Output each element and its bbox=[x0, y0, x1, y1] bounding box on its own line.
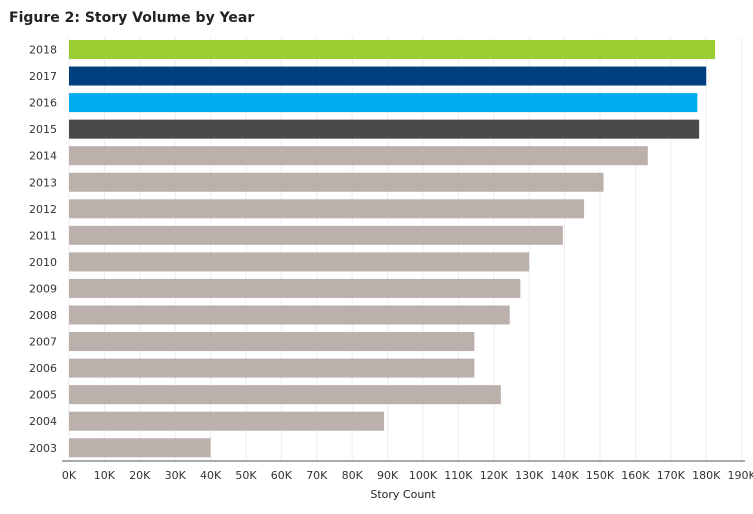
x-tick-label: 160K bbox=[621, 469, 650, 482]
bar-2008 bbox=[69, 305, 510, 325]
x-tick-label: 50K bbox=[235, 469, 257, 482]
x-tick-label: 100K bbox=[409, 469, 438, 482]
category-label: 2008 bbox=[29, 309, 57, 322]
category-label: 2009 bbox=[29, 282, 57, 295]
category-label: 2015 bbox=[29, 123, 57, 136]
x-tick-label: 70K bbox=[306, 469, 328, 482]
chart-title: Figure 2: Story Volume by Year bbox=[9, 10, 255, 26]
category-label: 2007 bbox=[29, 336, 57, 349]
category-label: 2003 bbox=[29, 442, 57, 455]
category-label: 2018 bbox=[29, 44, 57, 57]
category-label: 2012 bbox=[29, 203, 57, 216]
category-labels: 2018 2017 2016 2015 2014 2013 2012 2011 2010 2009… bbox=[29, 44, 57, 455]
x-tick-label: 20K bbox=[129, 469, 151, 482]
bar-2015 bbox=[69, 119, 700, 139]
bar-2004 bbox=[69, 411, 385, 431]
category-label: 2004 bbox=[29, 415, 57, 428]
x-tick-label: 90K bbox=[377, 469, 399, 482]
x-tick-label: 110K bbox=[444, 469, 473, 482]
bar-2010 bbox=[69, 252, 530, 272]
x-tick-label: 130K bbox=[515, 469, 544, 482]
category-label: 2016 bbox=[29, 97, 57, 110]
x-tick-labels: 0K 10K 20K 30K 40K 50K 60K 70K 80K 90K 100K 110K 120… bbox=[62, 469, 753, 482]
bars bbox=[69, 40, 716, 458]
bar-2012 bbox=[69, 199, 585, 219]
x-tick-label: 0K bbox=[62, 469, 77, 482]
bar-2014 bbox=[69, 146, 648, 166]
x-tick-label: 10K bbox=[94, 469, 116, 482]
x-tick-label: 80K bbox=[342, 469, 364, 482]
bar-2018 bbox=[69, 40, 716, 59]
bar-2016 bbox=[69, 93, 698, 113]
category-label: 2017 bbox=[29, 70, 57, 83]
bar-2007 bbox=[69, 332, 475, 352]
bar-2017 bbox=[69, 66, 707, 86]
x-tick-label: 140K bbox=[550, 469, 579, 482]
bar-2011 bbox=[69, 225, 563, 245]
x-tick-label: 60K bbox=[271, 469, 293, 482]
category-label: 2014 bbox=[29, 150, 57, 163]
category-label: 2011 bbox=[29, 229, 57, 242]
x-axis-title: Story Count bbox=[370, 488, 436, 501]
x-tick-label: 190K bbox=[727, 469, 753, 482]
bar-2013 bbox=[69, 172, 604, 192]
x-tick-label: 30K bbox=[165, 469, 187, 482]
category-label: 2005 bbox=[29, 389, 57, 402]
category-label: 2010 bbox=[29, 256, 57, 269]
bar-2006 bbox=[69, 358, 475, 378]
category-label: 2006 bbox=[29, 362, 57, 375]
x-tick-label: 180K bbox=[692, 469, 721, 482]
x-tick-label: 40K bbox=[200, 469, 222, 482]
bar-2009 bbox=[69, 278, 521, 298]
category-label: 2013 bbox=[29, 176, 57, 189]
x-tick-label: 170K bbox=[657, 469, 686, 482]
x-tick-label: 120K bbox=[480, 469, 509, 482]
bar-2005 bbox=[69, 385, 501, 405]
bar-2003 bbox=[69, 438, 211, 458]
x-tick-label: 150K bbox=[586, 469, 615, 482]
